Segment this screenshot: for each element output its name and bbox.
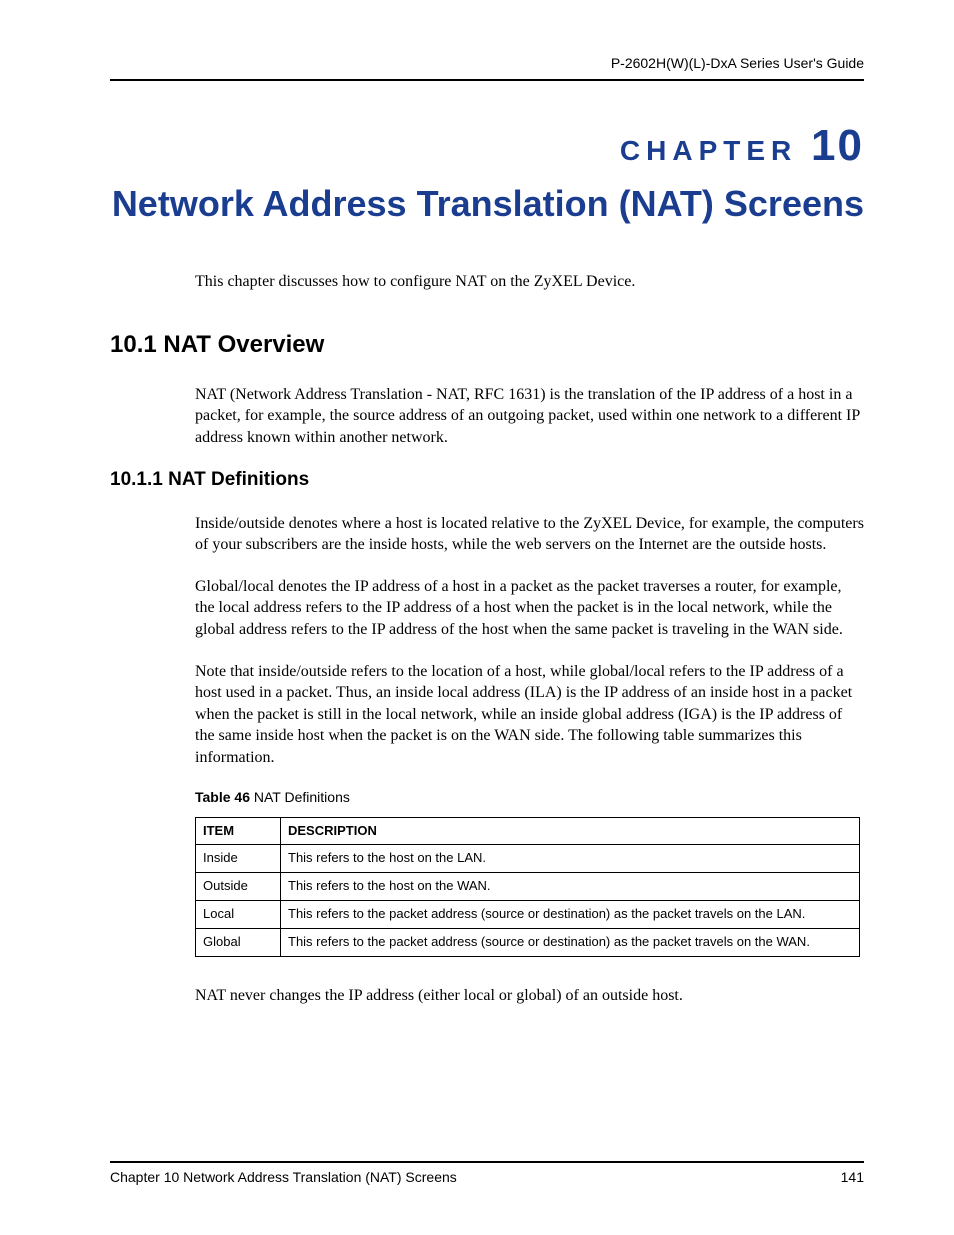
table-col-description: DESCRIPTION [281,817,860,845]
chapter-title: Network Address Translation (NAT) Screen… [110,181,864,228]
table-header-row: ITEM DESCRIPTION [196,817,860,845]
section-10-1-1-p1: Inside/outside denotes where a host is l… [195,513,864,556]
footer-rule [110,1161,864,1163]
footer-page-number: 141 [841,1169,864,1185]
cell-description: This refers to the host on the LAN. [281,845,860,873]
table-46-caption-label: Table 46 [195,789,250,805]
section-10-1-1-after-table: NAT never changes the IP address (either… [195,985,864,1007]
section-10-1-1-p3: Note that inside/outside refers to the l… [195,661,864,769]
chapter-label: CHAPTER 10 [110,121,864,171]
table-46: ITEM DESCRIPTION Inside This refers to t… [195,817,860,957]
cell-description: This refers to the packet address (sourc… [281,929,860,957]
table-46-caption-text: NAT Definitions [254,789,350,805]
cell-description: This refers to the packet address (sourc… [281,901,860,929]
table-row: Inside This refers to the host on the LA… [196,845,860,873]
section-heading-10-1-1: 10.1.1 NAT Definitions [110,469,864,491]
footer-row: Chapter 10 Network Address Translation (… [110,1169,864,1185]
cell-description: This refers to the host on the WAN. [281,873,860,901]
page-footer: Chapter 10 Network Address Translation (… [110,1161,864,1185]
cell-item: Local [196,901,281,929]
table-row: Outside This refers to the host on the W… [196,873,860,901]
table-row: Global This refers to the packet address… [196,929,860,957]
section-heading-10-1: 10.1 NAT Overview [110,331,864,359]
table-row: Local This refers to the packet address … [196,901,860,929]
cell-item: Inside [196,845,281,873]
footer-chapter-ref: Chapter 10 Network Address Translation (… [110,1169,457,1185]
header-rule [110,79,864,81]
chapter-number: 10 [811,121,864,170]
section-10-1-paragraph: NAT (Network Address Translation - NAT, … [195,384,864,449]
chapter-intro: This chapter discusses how to configure … [195,273,864,291]
page-header: P-2602H(W)(L)-DxA Series User's Guide [110,55,864,81]
chapter-label-prefix: CHAPTER [620,135,797,166]
section-10-1-1-p2: Global/local denotes the IP address of a… [195,576,864,641]
table-46-caption: Table 46 NAT Definitions [195,789,864,805]
cell-item: Outside [196,873,281,901]
cell-item: Global [196,929,281,957]
table-col-item: ITEM [196,817,281,845]
header-guide-name: P-2602H(W)(L)-DxA Series User's Guide [110,55,864,71]
